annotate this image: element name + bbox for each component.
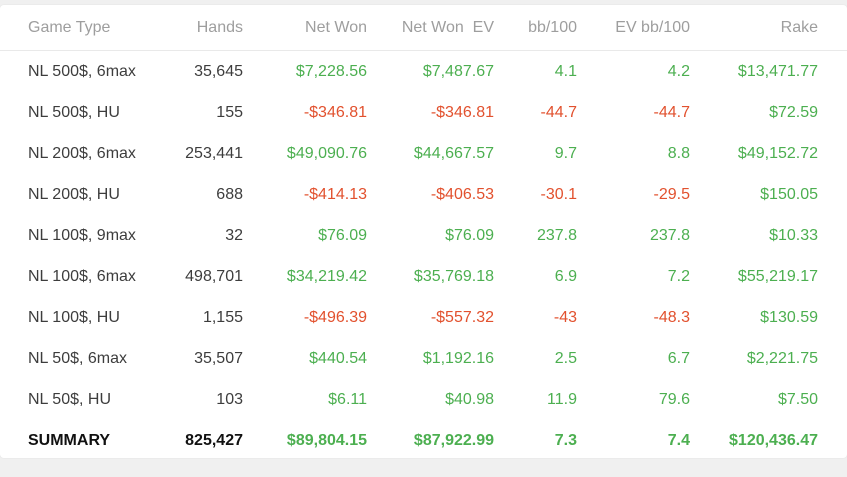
cell-game_type: NL 500$, HU	[28, 103, 120, 121]
cell-ev_bb100: -48.3	[653, 308, 690, 326]
column-header-hands[interactable]: Hands	[170, 5, 243, 51]
column-header-ev_bb100[interactable]: EV bb/100	[577, 5, 690, 51]
column-header-game_type[interactable]: Game Type	[0, 5, 170, 51]
cell-net_won_ev: $35,769.18	[413, 267, 494, 285]
cell-net_won_ev: -$406.53	[430, 185, 494, 203]
cell-game_type: NL 500$, 6max	[28, 62, 136, 80]
cell-ev_bb100: 4.2	[667, 62, 690, 80]
cell-hands: 253,441	[185, 144, 243, 162]
cell-net_won: $440.54	[309, 349, 367, 367]
cell-net_won: $49,090.76	[286, 144, 367, 162]
cell-hands: 688	[216, 185, 243, 203]
cell-game_type: SUMMARY	[28, 431, 111, 449]
cell-net_won: $89,804.15	[286, 431, 367, 449]
cell-net_won: $6.11	[328, 390, 367, 408]
cell-hands: 155	[216, 103, 243, 121]
column-header-net_won_ev[interactable]: Net Won EV	[367, 5, 494, 51]
cell-game_type: NL 50$, 6max	[28, 349, 128, 367]
cell-ev_bb100: 237.8	[649, 226, 690, 244]
cell-ev_bb100: 6.7	[667, 349, 690, 367]
table-row[interactable]: NL 500$, 6max 35,645 $7,228.56 $7,487.67 4.1…	[0, 51, 847, 93]
column-header-rake[interactable]: Rake	[690, 5, 847, 51]
column-header-bb100[interactable]: bb/100	[494, 5, 577, 51]
cell-ev_bb100: -29.5	[653, 185, 690, 203]
cell-bb100: -43	[553, 308, 577, 326]
cell-ev_bb100: 79.6	[658, 390, 690, 408]
summary-row[interactable]: SUMMARY 825,427 $89,804.15 $87,922.99 7.3 7.4…	[0, 420, 847, 458]
cell-game_type: NL 100$, 6max	[28, 267, 136, 285]
table-row[interactable]: NL 50$, HU 103 $6.11 $40.98 11.9 79.6 $7.50	[0, 379, 847, 420]
cell-rake: $120,436.47	[729, 431, 818, 449]
cell-net_won_ev: $7,487.67	[422, 62, 494, 80]
column-header-net_won[interactable]: Net Won	[243, 5, 367, 51]
table-row[interactable]: NL 100$, 9max 32 $76.09 $76.09 237.8 237.8 $10…	[0, 215, 847, 256]
cell-net_won_ev: -$557.32	[430, 308, 494, 326]
cell-bb100: 237.8	[536, 226, 577, 244]
cell-rake: $7.50	[777, 390, 818, 408]
cell-hands: 1,155	[202, 308, 243, 326]
table-row[interactable]: NL 200$, 6max 253,441 $49,090.76 $44,667.57…	[0, 133, 847, 174]
cell-bb100: -44.7	[540, 103, 577, 121]
cell-bb100: 2.5	[554, 349, 577, 367]
cell-net_won_ev: $40.98	[445, 390, 494, 408]
cell-net_won: $76.09	[318, 226, 367, 244]
cell-net_won: -$496.39	[303, 308, 367, 326]
cell-bb100: 6.9	[554, 267, 577, 285]
cell-ev_bb100: -44.7	[653, 103, 690, 121]
header-row: Game Type Hands Net Won Net Won EV bb/100 EV …	[0, 5, 847, 51]
cell-net_won_ev: -$346.81	[430, 103, 494, 121]
cell-rake: $150.05	[760, 185, 818, 203]
cell-net_won: $7,228.56	[295, 62, 367, 80]
cell-rake: $72.59	[769, 103, 818, 121]
cell-bb100: 9.7	[554, 144, 577, 162]
cell-hands: 35,645	[194, 62, 243, 80]
cell-ev_bb100: 7.2	[667, 267, 690, 285]
cell-hands: 498,701	[185, 267, 243, 285]
cell-net_won_ev: $1,192.16	[422, 349, 494, 367]
table-row[interactable]: NL 100$, 6max 498,701 $34,219.42 $35,769.18…	[0, 256, 847, 297]
table-row[interactable]: NL 500$, HU 155 -$346.81 -$346.81 -44.7 -44.7…	[0, 92, 847, 133]
table-row[interactable]: NL 100$, HU 1,155 -$496.39 -$557.32 -43 -48.3…	[0, 297, 847, 338]
game-type-stats-table: Game Type Hands Net Won Net Won EV bb/100 EV …	[0, 5, 847, 458]
cell-hands: 825,427	[185, 431, 243, 449]
game-type-report-card: Game Type Hands Net Won Net Won EV bb/100 EV …	[0, 5, 847, 458]
cell-rake: $10.33	[769, 226, 818, 244]
cell-net_won_ev: $44,667.57	[413, 144, 494, 162]
cell-rake: $13,471.77	[737, 62, 818, 80]
cell-net_won_ev: $87,922.99	[413, 431, 494, 449]
cell-net_won_ev: $76.09	[445, 226, 494, 244]
cell-game_type: NL 200$, HU	[28, 185, 120, 203]
cell-game_type: NL 200$, 6max	[28, 144, 136, 162]
cell-game_type: NL 100$, HU	[28, 308, 120, 326]
cell-rake: $130.59	[760, 308, 818, 326]
cell-game_type: NL 100$, 9max	[28, 226, 136, 244]
cell-net_won: -$414.13	[303, 185, 367, 203]
cell-hands: 32	[225, 226, 243, 244]
cell-ev_bb100: 7.4	[667, 431, 690, 449]
cell-bb100: -30.1	[540, 185, 577, 203]
cell-game_type: NL 50$, HU	[28, 390, 111, 408]
cell-rake: $2,221.75	[746, 349, 818, 367]
cell-net_won: $34,219.42	[286, 267, 367, 285]
cell-bb100: 7.3	[554, 431, 577, 449]
cell-hands: 35,507	[194, 349, 243, 367]
cell-rake: $49,152.72	[737, 144, 818, 162]
table-row[interactable]: NL 200$, HU 688 -$414.13 -$406.53 -30.1 -29.5…	[0, 174, 847, 215]
cell-net_won: -$346.81	[303, 103, 367, 121]
cell-ev_bb100: 8.8	[667, 144, 690, 162]
table-row[interactable]: NL 50$, 6max 35,507 $440.54 $1,192.16 2.5 6.7…	[0, 338, 847, 379]
cell-rake: $55,219.17	[737, 267, 818, 285]
cell-bb100: 11.9	[547, 390, 577, 408]
cell-bb100: 4.1	[554, 62, 577, 80]
cell-hands: 103	[216, 390, 243, 408]
